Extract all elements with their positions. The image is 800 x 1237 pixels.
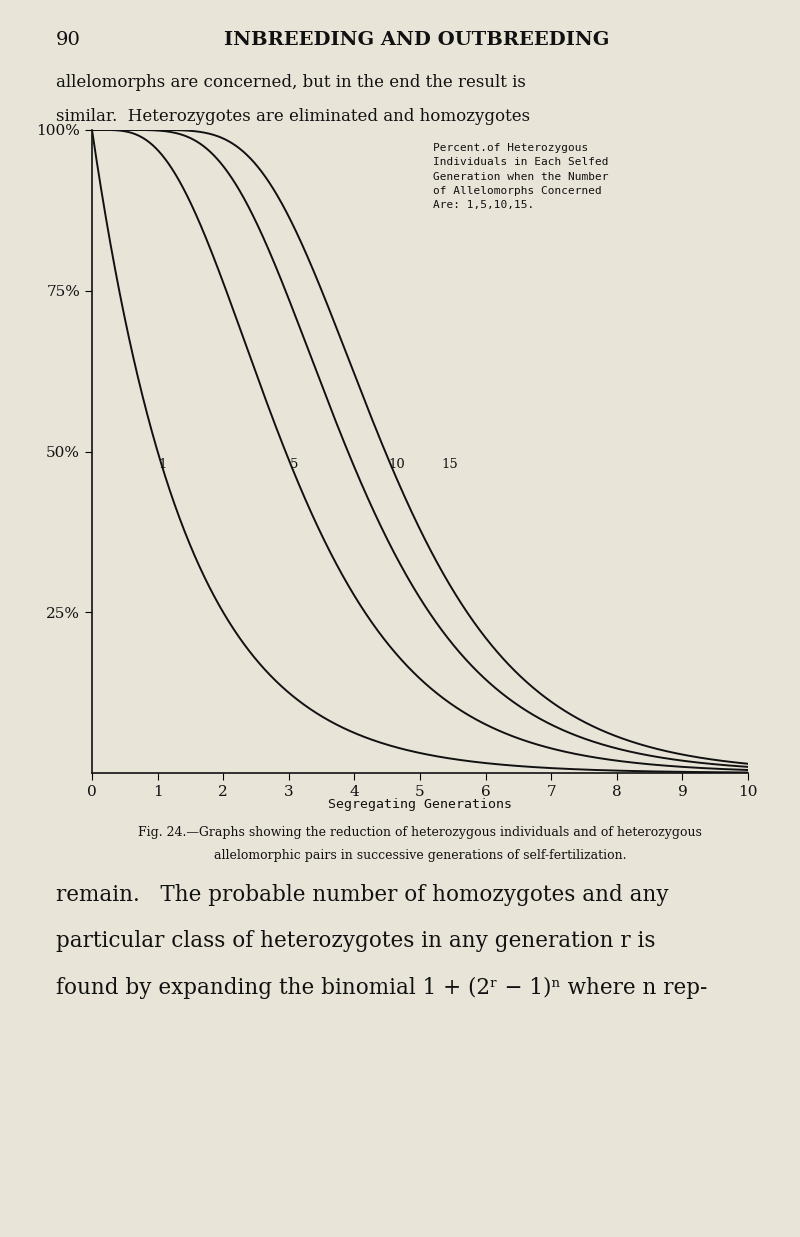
Text: Segregating Generations: Segregating Generations	[328, 798, 512, 811]
Text: Percent.of Heterozygous
Individuals in Each Selfed
Generation when the Number
of: Percent.of Heterozygous Individuals in E…	[433, 142, 609, 210]
Text: found by expanding the binomial 1 + (2ʳ − 1)ⁿ where n rep-: found by expanding the binomial 1 + (2ʳ …	[56, 977, 707, 999]
Text: similar.  Heterozygotes are eliminated and homozygotes: similar. Heterozygotes are eliminated an…	[56, 108, 530, 125]
Text: INBREEDING AND OUTBREEDING: INBREEDING AND OUTBREEDING	[224, 31, 610, 49]
Text: particular class of heterozygotes in any generation r is: particular class of heterozygotes in any…	[56, 930, 655, 952]
Text: allelomorphic pairs in successive generations of self-fertilization.: allelomorphic pairs in successive genera…	[214, 849, 626, 862]
Text: Fig. 24.—Graphs showing the reduction of heterozygous individuals and of heteroz: Fig. 24.—Graphs showing the reduction of…	[138, 826, 702, 840]
Text: 15: 15	[441, 458, 458, 471]
Text: allelomorphs are concerned, but in the end the result is: allelomorphs are concerned, but in the e…	[56, 74, 526, 92]
Text: remain.   The probable number of homozygotes and any: remain. The probable number of homozygot…	[56, 884, 669, 907]
Text: 90: 90	[56, 31, 81, 49]
Text: 10: 10	[389, 458, 406, 471]
Text: 1: 1	[159, 458, 167, 471]
Text: 5: 5	[290, 458, 298, 471]
